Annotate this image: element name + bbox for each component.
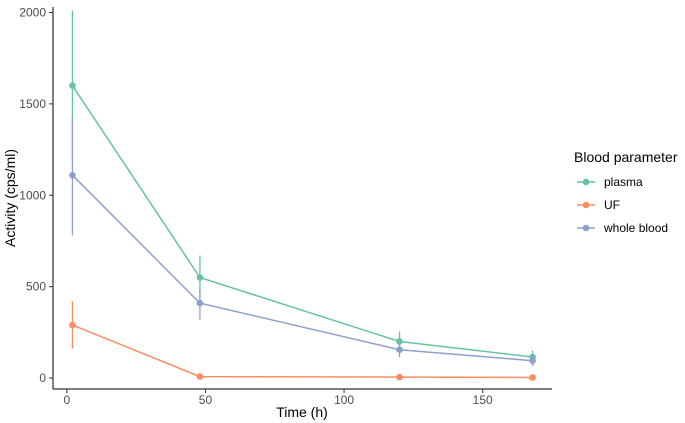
x-tick-label: 50: [199, 393, 213, 407]
series-line-plasma: [71, 85, 533, 358]
y-tick-label: 500: [26, 280, 46, 294]
series-whole-blood: [69, 116, 536, 367]
data-point-whole-blood: [196, 299, 204, 307]
axes: [52, 7, 552, 390]
data-point-uf: [396, 373, 403, 381]
x-tick-label: 150: [473, 393, 493, 407]
legend-point-whole-blood: [582, 224, 590, 232]
series-line-uf: [72, 324, 533, 379]
data-point-plasma: [196, 274, 204, 281]
data-point-uf: [529, 374, 536, 381]
series-uf: [69, 301, 536, 381]
data-point-whole-blood: [529, 357, 536, 364]
legend-title: Blood parameter: [574, 149, 678, 165]
y-axis-title: Activity (cps/ml): [2, 149, 18, 247]
y-tick-label: 2000: [19, 5, 46, 19]
legend-point-uf: [582, 201, 590, 209]
data-point-uf: [69, 321, 76, 329]
data-point-plasma: [69, 82, 76, 89]
legend-label-plasma: plasma: [604, 175, 643, 189]
x-tick-label: 0: [64, 393, 71, 407]
legend-point-plasma: [582, 178, 590, 186]
y-tick-label: 1000: [19, 188, 46, 202]
legend-label-uf: UF: [604, 198, 620, 212]
data-point-uf: [196, 373, 204, 380]
data-point-whole-blood: [69, 171, 76, 179]
plot-marks: [69, 10, 536, 381]
y-tick-label: 0: [39, 371, 46, 385]
series-plasma: [69, 10, 536, 364]
x-axis-title: Time (h): [276, 404, 328, 420]
series-line-whole-blood: [71, 174, 533, 362]
data-point-whole-blood: [396, 346, 403, 354]
legend-label-whole-blood: whole blood: [603, 221, 668, 235]
x-tick-label: 100: [334, 393, 354, 407]
y-tick-label: 1500: [19, 97, 46, 111]
legend: Blood parameter plasma UF whole blood: [574, 149, 678, 235]
